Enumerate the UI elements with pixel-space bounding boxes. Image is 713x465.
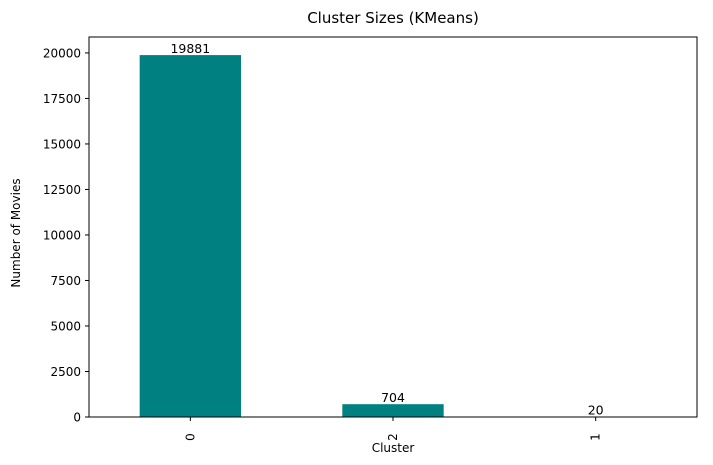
y-tick-label: 20000 — [43, 46, 81, 60]
y-axis: 0 2500 5000 7500 10000 12500 15000 17500 20000 — [43, 46, 89, 425]
bar-cluster-2 — [342, 404, 444, 417]
bars-group — [139, 55, 647, 418]
x-tick-label: 0 — [183, 433, 197, 441]
y-tick-label: 10000 — [43, 228, 81, 242]
y-tick-label: 0 — [73, 411, 81, 425]
x-axis: 0 2 1 — [183, 417, 603, 441]
y-tick-label: 5000 — [50, 319, 81, 333]
y-tick-label: 7500 — [50, 274, 81, 288]
x-tick-label: 2 — [386, 433, 400, 441]
data-label-cluster-1: 20 — [588, 403, 604, 418]
y-axis-label: Number of Movies — [9, 178, 23, 287]
chart-title: Cluster Sizes (KMeans) — [307, 9, 479, 27]
x-axis-label: Cluster — [372, 441, 415, 455]
y-tick-label: 17500 — [43, 92, 81, 106]
x-tick-label: 1 — [589, 433, 603, 441]
y-tick-label: 15000 — [43, 137, 81, 151]
y-tick-label: 12500 — [43, 183, 81, 197]
data-label-cluster-0: 19881 — [170, 41, 210, 56]
bar-cluster-0 — [139, 55, 241, 418]
data-label-cluster-2: 704 — [381, 390, 405, 405]
plot-frame — [88, 36, 698, 418]
y-tick-label: 2500 — [50, 365, 81, 379]
data-labels: 19881 704 20 — [170, 41, 603, 418]
